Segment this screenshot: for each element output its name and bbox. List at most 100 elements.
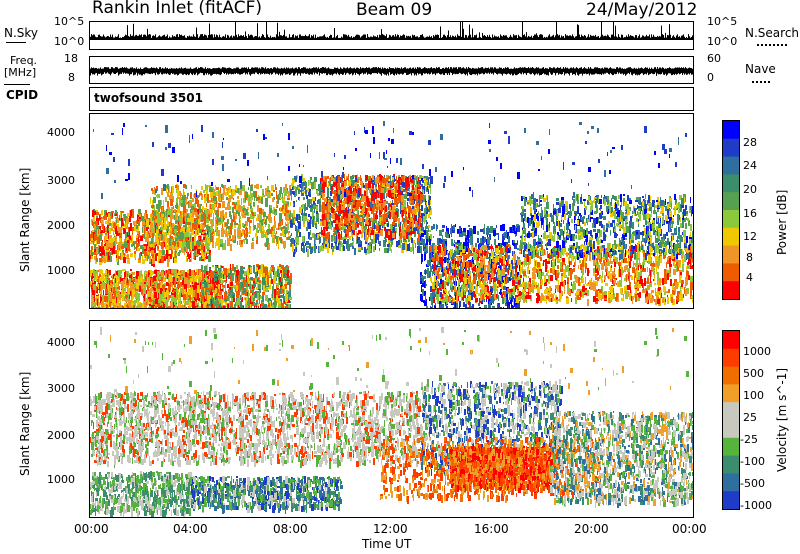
power-cell	[271, 277, 272, 279]
power-cell	[236, 188, 239, 193]
power-cell	[282, 281, 283, 285]
freq-trace	[90, 67, 693, 76]
power-cell	[149, 291, 151, 297]
power-cell	[176, 287, 178, 295]
power-cell	[197, 293, 199, 300]
nsky-bar	[161, 36, 162, 40]
station-title: Rankin Inlet (fitACF)	[92, 0, 263, 18]
power-cell	[158, 292, 159, 299]
nsky-bar	[513, 34, 514, 40]
power-cell	[125, 295, 128, 298]
nsky-bar	[177, 34, 178, 40]
power-cell	[237, 229, 240, 236]
power-cell	[262, 292, 264, 296]
freq-bar	[552, 68, 553, 75]
power-cell	[211, 198, 212, 202]
power-cell	[241, 232, 242, 237]
nsky-bar	[556, 22, 557, 40]
power-cell	[275, 212, 276, 216]
freq-bar	[293, 68, 294, 76]
power-cell	[233, 214, 234, 220]
power-cell	[242, 185, 245, 191]
power-cell	[94, 271, 96, 278]
power-cell	[280, 282, 283, 287]
power-cell	[194, 208, 197, 212]
power-cell	[230, 264, 231, 270]
power-cell	[186, 295, 187, 300]
power-cell	[142, 255, 143, 261]
power-cell	[179, 228, 180, 236]
power-cell	[140, 236, 143, 241]
nsky-bar	[432, 37, 433, 40]
power-cell	[210, 192, 213, 198]
power-cell	[174, 229, 177, 233]
nsky-bar	[682, 35, 683, 40]
freq-bar	[306, 68, 307, 74]
power-cell	[181, 276, 183, 280]
power-cell	[166, 224, 167, 229]
power-cell	[265, 295, 268, 301]
power-cell	[209, 210, 212, 217]
nsky-bar	[230, 36, 231, 40]
nsky-bar	[337, 34, 338, 40]
power-cell	[160, 227, 161, 231]
power-cell	[174, 215, 175, 220]
power-cell	[130, 278, 133, 281]
freq-bar	[507, 67, 508, 74]
power-cell	[107, 275, 109, 280]
freq-bar	[429, 68, 430, 75]
freq-bar	[180, 68, 181, 74]
nsky-bar	[489, 34, 490, 40]
power-cell	[201, 258, 202, 260]
freq-bar	[274, 67, 275, 73]
power-cell	[247, 298, 250, 305]
power-cell	[117, 254, 118, 258]
freq-bar	[132, 67, 133, 73]
power-cell	[256, 264, 259, 266]
power-cell	[234, 272, 236, 275]
power-cell	[201, 214, 203, 222]
freq-bar	[488, 67, 489, 73]
power-cell	[288, 191, 289, 197]
power-cell	[277, 298, 280, 303]
power-cell	[260, 291, 261, 293]
power-cell	[228, 226, 230, 231]
nsky-bar	[287, 37, 288, 40]
power-cell	[189, 269, 191, 276]
power-cell	[262, 226, 264, 231]
power-cell	[93, 284, 95, 290]
power-cell	[174, 258, 177, 263]
power-cell	[260, 208, 262, 215]
power-cell	[138, 258, 141, 263]
power-cell	[212, 236, 213, 243]
power-cell	[199, 206, 201, 213]
power-cell	[203, 190, 205, 193]
power-cell	[183, 298, 185, 303]
nsky-bar	[328, 37, 329, 40]
nsky-tick-low: 10^0	[54, 35, 85, 48]
freq-bar	[406, 68, 407, 76]
power-cell	[172, 245, 174, 250]
freq-bar	[247, 68, 248, 75]
nsky-bar	[138, 35, 139, 40]
power-cell	[242, 211, 243, 218]
freq-bar	[358, 68, 359, 75]
nsky-bar	[619, 36, 620, 40]
freq-bar	[257, 67, 258, 74]
power-cell	[223, 306, 225, 308]
freq-bar	[302, 67, 303, 74]
nsky-bar	[168, 37, 169, 40]
power-cell	[104, 256, 106, 263]
power-cell	[240, 266, 242, 273]
freq-bar	[384, 67, 385, 75]
power-cell	[268, 272, 270, 277]
power-cell	[158, 296, 160, 303]
power-cell	[194, 256, 195, 260]
nsky-bar	[655, 36, 656, 40]
power-cell	[126, 272, 127, 277]
power-cell	[148, 250, 149, 258]
power-cell	[153, 301, 155, 307]
freq-bar	[271, 67, 272, 75]
power-cell	[265, 219, 267, 225]
power-cell	[161, 301, 163, 303]
